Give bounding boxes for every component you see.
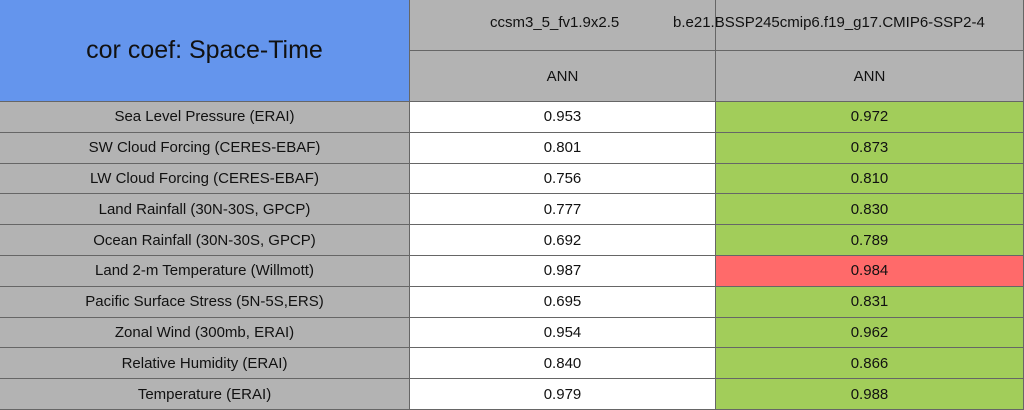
value-cell: 0.984 xyxy=(716,256,1024,287)
row-label: Ocean Rainfall (30N-30S, GPCP) xyxy=(0,225,410,256)
row-label: Land 2-m Temperature (Willmott) xyxy=(0,256,410,287)
row-label: SW Cloud Forcing (CERES-EBAF) xyxy=(0,132,410,164)
column-period: ANN xyxy=(410,51,716,102)
value-cell: 0.777 xyxy=(410,194,716,226)
row-label: Zonal Wind (300mb, ERAI) xyxy=(0,317,410,349)
value-cell: 0.987 xyxy=(410,256,716,287)
value-cell: 0.979 xyxy=(410,379,716,410)
column-name: b.e21.BSSP245cmip6.f19_g17.CMIP6-SSP2-4 xyxy=(673,14,985,31)
value-cell: 0.692 xyxy=(410,225,716,256)
column-header-cell xyxy=(716,0,1024,51)
row-label: Relative Humidity (ERAI) xyxy=(0,348,410,380)
value-cell: 0.830 xyxy=(716,194,1024,226)
value-cell: 0.954 xyxy=(410,317,716,349)
value-cell: 0.988 xyxy=(716,379,1024,410)
value-cell: 0.695 xyxy=(410,286,716,318)
value-cell: 0.962 xyxy=(716,317,1024,349)
value-cell: 0.972 xyxy=(716,102,1024,133)
column-header-cell xyxy=(410,0,716,51)
row-label: Pacific Surface Stress (5N-5S,ERS) xyxy=(0,286,410,318)
value-cell: 0.953 xyxy=(410,102,716,133)
value-cell: 0.810 xyxy=(716,163,1024,195)
value-cell: 0.801 xyxy=(410,132,716,164)
row-label: Land Rainfall (30N-30S, GPCP) xyxy=(0,194,410,226)
row-label: LW Cloud Forcing (CERES-EBAF) xyxy=(0,163,410,195)
value-cell: 0.789 xyxy=(716,225,1024,256)
value-cell: 0.831 xyxy=(716,286,1024,318)
value-cell: 0.840 xyxy=(410,348,716,380)
row-label: Sea Level Pressure (ERAI) xyxy=(0,102,410,133)
value-cell: 0.756 xyxy=(410,163,716,195)
value-cell: 0.866 xyxy=(716,348,1024,380)
row-label: Temperature (ERAI) xyxy=(0,379,410,410)
column-name: ccsm3_5_fv1.9x2.5 xyxy=(490,14,620,31)
value-cell: 0.873 xyxy=(716,132,1024,164)
table-title: cor coef: Space-Time xyxy=(0,0,410,102)
column-period: ANN xyxy=(716,51,1024,102)
